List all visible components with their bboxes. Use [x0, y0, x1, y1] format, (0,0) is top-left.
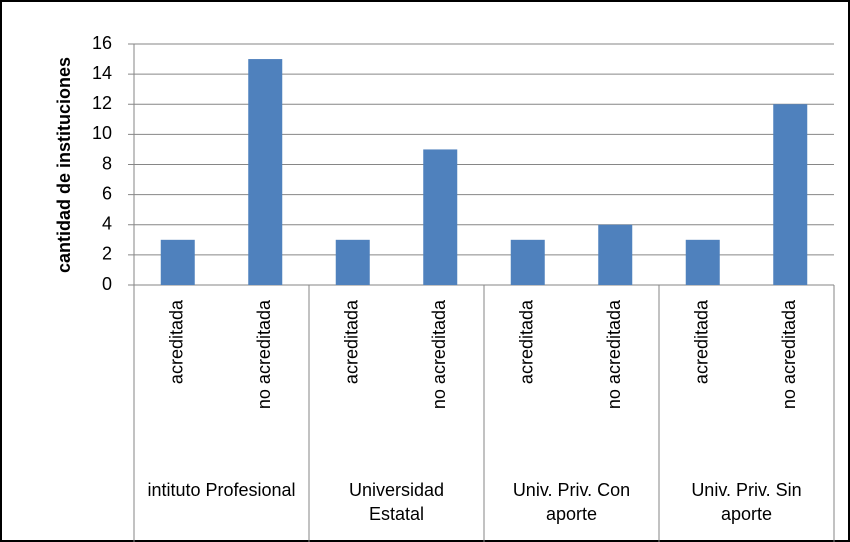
group-label: Univ. Priv. Con aporte — [512, 480, 631, 524]
y-tick-label: 0 — [102, 274, 112, 294]
x-tick-label: acreditada — [167, 299, 187, 384]
bar — [248, 59, 283, 285]
bar — [160, 239, 195, 285]
x-tick-label: acreditada — [517, 299, 537, 384]
x-tick-label: no acreditada — [254, 299, 274, 409]
bar — [335, 239, 370, 285]
x-tick-label: acreditada — [692, 299, 712, 384]
group-label: Universidad Estatal — [348, 480, 445, 524]
bar — [685, 239, 720, 285]
y-tick-label: 14 — [92, 63, 112, 83]
y-tick-label: 4 — [102, 214, 112, 234]
group-label: intituto Profesional — [147, 480, 296, 500]
bar — [423, 149, 458, 285]
y-tick-label: 12 — [92, 93, 112, 113]
bar — [510, 239, 545, 285]
y-tick-label: 6 — [102, 183, 112, 203]
group-label: Univ. Priv. Sin aporte — [691, 480, 802, 524]
x-tick-label: no acreditada — [779, 299, 799, 409]
y-tick-label: 10 — [92, 123, 112, 143]
y-axis-label: cantidad de instituciones — [54, 57, 74, 273]
bar — [773, 104, 808, 285]
x-tick-label: acreditada — [342, 299, 362, 384]
x-tick-label: no acreditada — [604, 299, 624, 409]
y-tick-label: 8 — [102, 153, 112, 173]
bar — [598, 224, 633, 285]
x-tick-label: no acreditada — [429, 299, 449, 409]
y-tick-label: 16 — [92, 33, 112, 53]
y-tick-label: 2 — [102, 244, 112, 264]
